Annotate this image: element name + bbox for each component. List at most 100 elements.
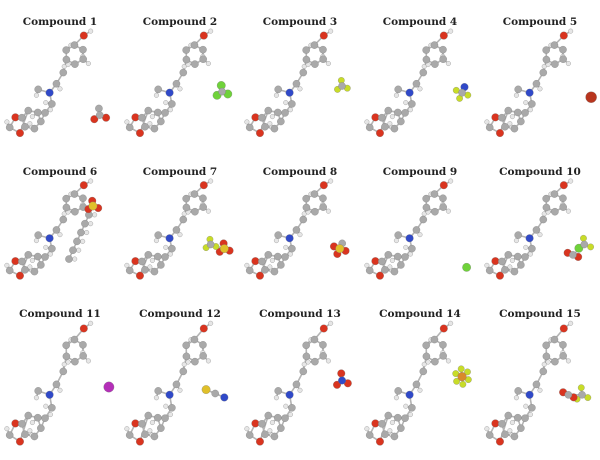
hydrogen-atom bbox=[523, 100, 529, 106]
oxygen-atom bbox=[131, 419, 140, 428]
carbon-atom bbox=[274, 413, 282, 422]
oxygen-atom bbox=[337, 369, 346, 378]
carbon-atom bbox=[430, 335, 439, 344]
hydrogen-atom bbox=[208, 320, 214, 326]
carbon-atom bbox=[274, 108, 282, 117]
molecule-structure bbox=[364, 178, 471, 280]
hydrogen-atom bbox=[84, 230, 90, 235]
carbon-atom bbox=[381, 430, 389, 439]
carbon-atom bbox=[79, 194, 87, 203]
oxygen-atom bbox=[256, 271, 264, 280]
carbon-atom bbox=[5, 266, 14, 275]
fluorine-atom bbox=[580, 234, 587, 242]
carbon-atom bbox=[319, 203, 327, 211]
chlorine-atom bbox=[462, 263, 471, 272]
hydrogen-atom bbox=[568, 178, 574, 184]
carbon-atom bbox=[501, 266, 509, 274]
oxygen-atom bbox=[16, 129, 24, 137]
hydrogen-atom bbox=[568, 320, 574, 326]
compound-cell: Compound 6 bbox=[0, 150, 120, 292]
hydrogen-atom bbox=[205, 358, 211, 364]
carbon-atom bbox=[182, 352, 191, 361]
hydrogen-atom bbox=[33, 238, 39, 244]
hydrogen-atom bbox=[4, 426, 10, 432]
hydrogen-atom bbox=[484, 426, 490, 432]
compound-cell: Compound 9 bbox=[360, 150, 480, 292]
hydrogen-atom bbox=[124, 426, 130, 432]
carbon-atom bbox=[539, 68, 548, 77]
hydrogen-atom bbox=[43, 100, 49, 106]
carbon-atom bbox=[510, 432, 519, 441]
compound-cell: Compound 12 bbox=[120, 292, 240, 460]
carbon-atom bbox=[95, 104, 103, 113]
carbon-atom bbox=[190, 190, 199, 198]
carbon-atom bbox=[390, 124, 399, 133]
hydrogen-atom bbox=[527, 412, 533, 418]
carbon-atom bbox=[439, 55, 447, 63]
oxygen-atom bbox=[136, 129, 144, 137]
carbon-atom bbox=[157, 117, 165, 126]
carbon-atom bbox=[501, 430, 509, 439]
hydrogen-atom bbox=[387, 121, 393, 127]
oxygen-atom bbox=[256, 437, 264, 446]
carbon-atom bbox=[59, 215, 68, 224]
carbon-atom bbox=[319, 352, 327, 360]
carbon-atom bbox=[299, 68, 308, 77]
carbon-atom bbox=[168, 404, 176, 412]
hydrogen-atom bbox=[92, 212, 98, 218]
oxygen-atom bbox=[496, 271, 504, 280]
carbon-atom bbox=[258, 257, 266, 266]
carbon-atom bbox=[71, 357, 79, 366]
carbon-atom bbox=[18, 257, 26, 266]
compound-cell: Compound 15 bbox=[480, 292, 600, 460]
hydrogen-atom bbox=[541, 64, 547, 69]
carbon-atom bbox=[564, 391, 573, 399]
carbon-atom bbox=[182, 203, 191, 212]
carbon-atom bbox=[408, 244, 416, 253]
hydrogen-atom bbox=[205, 61, 211, 66]
hydrogen-atom bbox=[301, 64, 307, 69]
carbon-atom bbox=[498, 420, 506, 428]
hydrogen-atom bbox=[407, 412, 413, 418]
carbon-atom bbox=[521, 414, 529, 422]
carbon-atom bbox=[261, 266, 269, 274]
carbon-atom bbox=[34, 108, 42, 117]
carbon-atom bbox=[532, 80, 541, 88]
carbon-atom bbox=[319, 194, 327, 203]
carbon-atom bbox=[277, 424, 285, 432]
hydrogen-atom bbox=[163, 100, 169, 106]
carbon-atom bbox=[59, 367, 68, 376]
hydrogen-atom bbox=[76, 247, 82, 253]
hydrogen-atom bbox=[269, 420, 275, 426]
carbon-atom bbox=[302, 352, 311, 361]
nitrogen-atom bbox=[405, 390, 414, 399]
carbon-atom bbox=[551, 207, 559, 216]
carbon-atom bbox=[521, 253, 529, 261]
hydrogen-atom bbox=[484, 119, 490, 125]
carbon-atom bbox=[299, 215, 308, 224]
carbon-atom bbox=[281, 109, 289, 117]
hydrogen-atom bbox=[527, 251, 533, 257]
carbon-atom bbox=[401, 414, 409, 422]
hydrogen-atom bbox=[387, 428, 393, 434]
oxygen-atom bbox=[11, 419, 20, 428]
hydrogen-atom bbox=[4, 119, 10, 125]
hydrogen-atom bbox=[297, 232, 303, 238]
nitrogen-atom bbox=[525, 234, 534, 243]
hydrogen-atom bbox=[80, 238, 86, 244]
hydrogen-atom bbox=[177, 86, 183, 92]
carbon-atom bbox=[504, 251, 513, 259]
bond-line bbox=[379, 414, 390, 443]
hydrogen-atom bbox=[389, 257, 395, 263]
hydrogen-atom bbox=[445, 208, 451, 214]
carbon-atom bbox=[542, 341, 550, 350]
hydrogen-atom bbox=[541, 361, 547, 367]
hydrogen-atom bbox=[445, 61, 451, 66]
carbon-atom bbox=[21, 122, 29, 131]
carbon-atom bbox=[37, 424, 45, 432]
carbon-atom bbox=[422, 55, 431, 64]
nitrogen-atom bbox=[285, 234, 294, 243]
oxygen-atom bbox=[319, 181, 328, 190]
carbon-atom bbox=[264, 411, 273, 420]
